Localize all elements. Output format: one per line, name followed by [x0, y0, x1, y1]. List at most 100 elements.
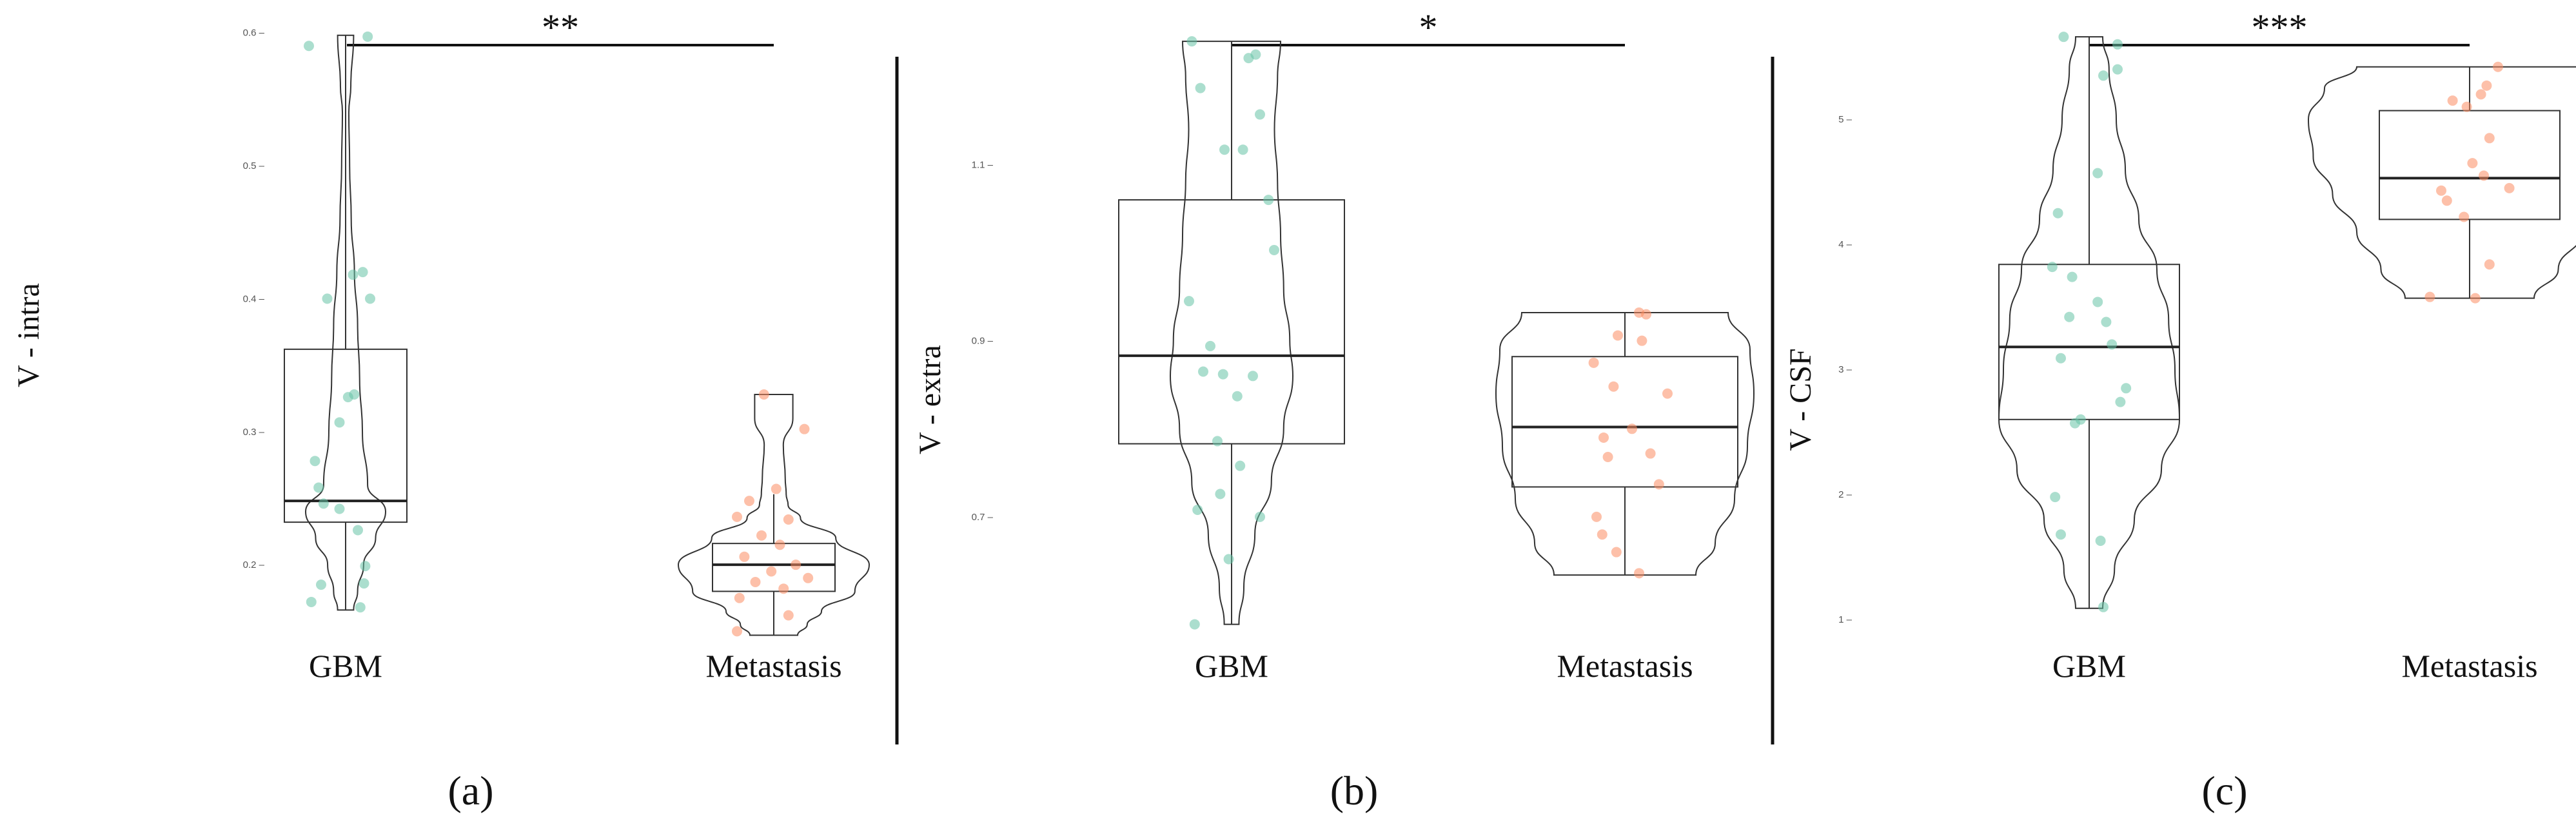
- data-point-gbm: [2058, 32, 2069, 43]
- data-point-gbm: [2056, 529, 2066, 540]
- data-point-metastasis: [750, 577, 761, 587]
- box-metastasis: [1511, 356, 1738, 488]
- data-point-metastasis: [1662, 388, 1673, 399]
- y-tick-label: 0.5 –: [243, 160, 265, 171]
- data-point-gbm: [362, 31, 373, 42]
- box-gbm: [1998, 264, 2180, 420]
- data-point-gbm: [1189, 619, 1200, 630]
- data-point-gbm: [1192, 504, 1203, 515]
- data-point-metastasis: [734, 592, 745, 603]
- data-point-gbm: [357, 267, 368, 278]
- violin-metastasis: [677, 394, 870, 636]
- category-label-metastasis: Metastasis: [1557, 648, 1693, 684]
- data-point-gbm: [310, 456, 320, 467]
- category-label-metastasis: Metastasis: [705, 648, 841, 684]
- data-point-metastasis: [1611, 547, 1622, 558]
- y-tick-label: 0.4 –: [243, 293, 265, 304]
- y-axis-title: V - extra: [913, 345, 947, 454]
- y-tick-label: 5 –: [1838, 114, 1853, 125]
- category-label-gbm: GBM: [2052, 648, 2126, 684]
- data-point-metastasis: [1634, 568, 1644, 579]
- category-label-gbm: GBM: [309, 648, 382, 684]
- data-point-metastasis: [1597, 529, 1608, 540]
- data-point-metastasis: [2504, 182, 2515, 193]
- panel-b: * V - extra GBM Metastasis (b) 0.7 – 0.9 …: [913, 6, 1755, 813]
- data-point-gbm: [1212, 436, 1223, 447]
- data-point-gbm: [1217, 369, 1228, 380]
- data-point-metastasis: [1637, 335, 1647, 346]
- data-point-gbm: [348, 269, 359, 280]
- data-point-metastasis: [2493, 61, 2503, 72]
- y-tick-label: 1.1 –: [972, 159, 994, 170]
- data-point-metastasis: [2467, 158, 2478, 169]
- data-point-gbm: [1198, 366, 1208, 377]
- data-point-gbm: [1237, 144, 1248, 155]
- category-label-gbm: GBM: [1195, 648, 1268, 684]
- y-tick-label: 0.7 –: [972, 512, 994, 523]
- significance-marker: *: [1419, 6, 1438, 48]
- data-point-gbm: [2047, 262, 2058, 273]
- data-point-metastasis: [1591, 511, 1602, 522]
- data-point-gbm: [304, 41, 314, 52]
- data-point-gbm: [2121, 383, 2132, 394]
- data-point-metastasis: [1641, 309, 1651, 320]
- y-tick-label: 0.6 –: [243, 28, 265, 39]
- data-point-gbm: [2092, 168, 2103, 179]
- data-point-metastasis: [1645, 448, 1656, 459]
- significance-marker: **: [542, 6, 579, 48]
- data-point-gbm: [342, 392, 353, 403]
- data-point-gbm: [355, 602, 366, 613]
- data-point-gbm: [1184, 296, 1194, 307]
- data-point-gbm: [1269, 244, 1279, 255]
- box-gbm: [1118, 199, 1345, 445]
- data-point-metastasis: [744, 496, 754, 507]
- data-point-metastasis: [791, 559, 801, 570]
- data-point-gbm: [1186, 36, 1197, 47]
- data-point-metastasis: [783, 514, 794, 525]
- data-point-gbm: [360, 561, 371, 572]
- data-point-metastasis: [2424, 291, 2435, 302]
- panel-label: (c): [2201, 768, 2247, 813]
- data-point-gbm: [1248, 371, 1258, 382]
- data-point-metastasis: [766, 566, 777, 577]
- y-tick-label: 0.3 –: [243, 427, 265, 438]
- data-point-gbm: [359, 578, 369, 589]
- violin-metastasis: [2307, 66, 2576, 299]
- data-point-metastasis: [2447, 95, 2458, 106]
- data-point-gbm: [2064, 311, 2075, 322]
- data-point-gbm: [1263, 195, 1274, 206]
- data-point-gbm: [1255, 109, 1265, 120]
- y-tick-label: 0.9 –: [972, 336, 994, 347]
- data-point-metastasis: [1602, 452, 1613, 462]
- data-point-metastasis: [1627, 423, 1637, 434]
- data-point-metastasis: [758, 389, 769, 400]
- box-metastasis: [712, 543, 836, 592]
- data-point-metastasis: [803, 572, 814, 583]
- data-point-metastasis: [739, 551, 750, 562]
- data-point-metastasis: [2484, 259, 2495, 270]
- data-point-gbm: [322, 293, 333, 304]
- y-tick-label: 1 –: [1838, 614, 1853, 625]
- data-point-gbm: [316, 579, 326, 590]
- data-point-gbm: [2115, 396, 2126, 407]
- data-point-metastasis: [1598, 432, 1609, 443]
- data-point-metastasis: [1588, 357, 1599, 368]
- data-point-gbm: [365, 293, 375, 304]
- data-point-metastasis: [2484, 133, 2495, 144]
- data-point-gbm: [2112, 64, 2123, 75]
- panel-c: *** V - CSF GBM Metastasis (c) 1 – 2 – 3 –…: [1784, 6, 2576, 813]
- data-point-metastasis: [2479, 170, 2489, 181]
- data-point-metastasis: [799, 423, 810, 434]
- data-point-gbm: [1215, 489, 1226, 500]
- data-point-metastasis: [2470, 293, 2481, 304]
- data-point-gbm: [2095, 535, 2106, 546]
- data-point-gbm: [2098, 601, 2109, 612]
- panel-label: (b): [1330, 768, 1379, 813]
- data-point-gbm: [1232, 391, 1243, 402]
- data-point-gbm: [306, 596, 317, 607]
- data-point-gbm: [2107, 339, 2118, 350]
- data-point-gbm: [2050, 492, 2061, 503]
- y-tick-label: 2 –: [1838, 489, 1853, 500]
- data-point-gbm: [1195, 83, 1206, 93]
